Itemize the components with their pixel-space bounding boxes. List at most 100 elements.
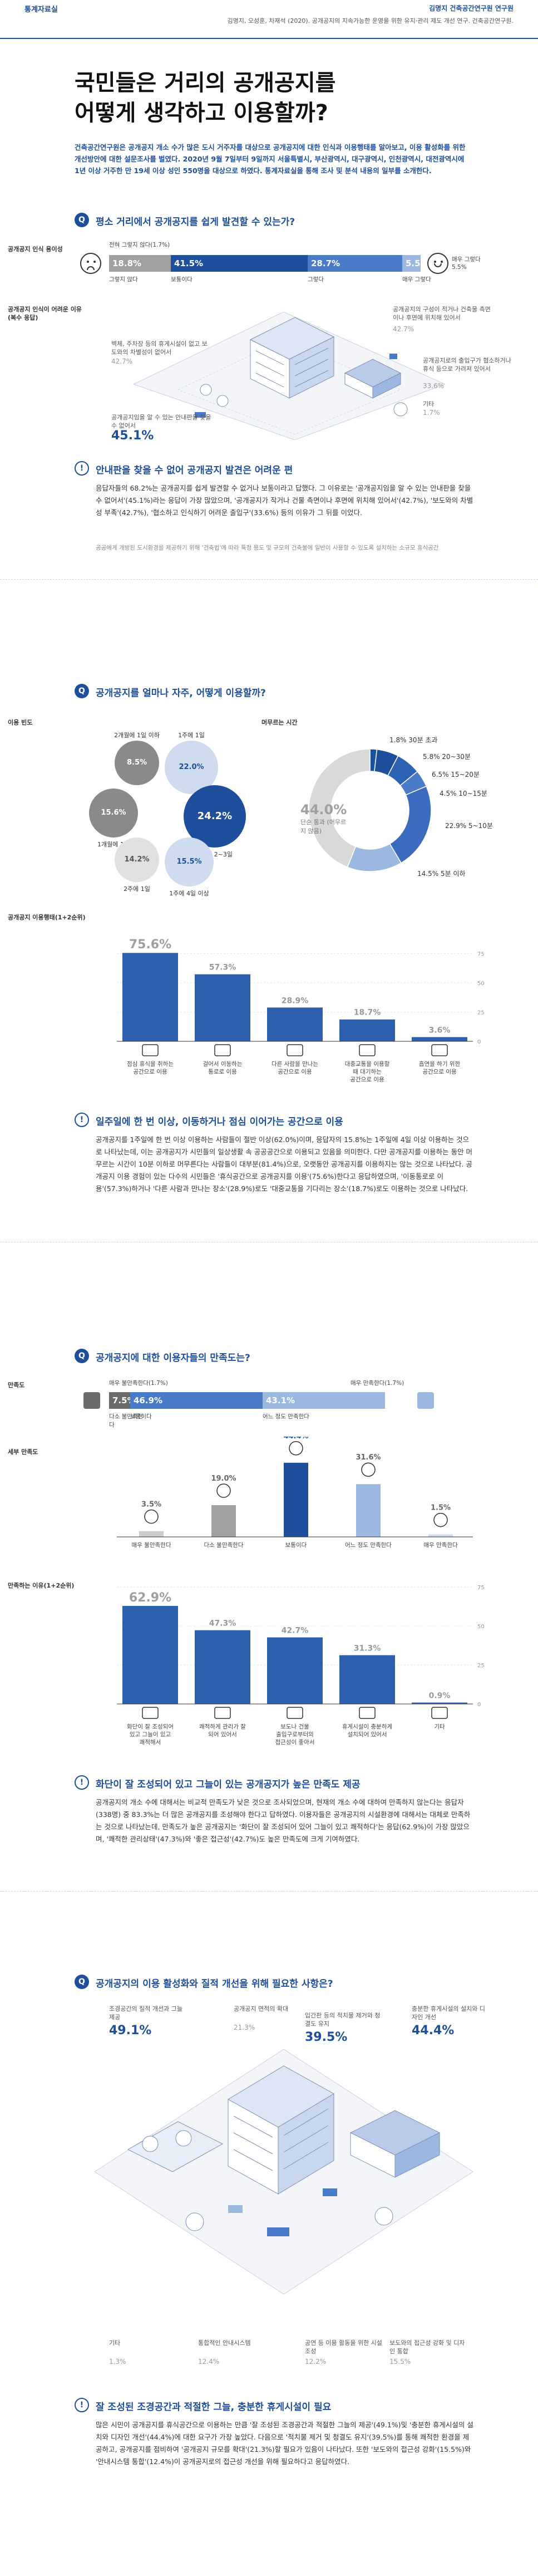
improvement-item-label: 조경공간의 질적 개선과 그늘 제공 (109, 2005, 182, 2021)
reason-category-label: 쾌적해서 (140, 1738, 161, 1746)
use-value-label: 75.6% (129, 938, 171, 952)
detail-bar (211, 1505, 236, 1537)
detail-category-label: 매우 불만족한다 (132, 1542, 171, 1549)
reason-category-icon (287, 1707, 303, 1719)
satisfaction-segment: 7.5% (109, 1392, 130, 1409)
donut-label: 22.9% 5~10분 (445, 822, 493, 830)
use-value-label: 3.6% (429, 1026, 451, 1035)
use-category-label: 공간으로 이용 (278, 1069, 312, 1075)
author-org: 김명지 건축공간연구원 연구원 (429, 4, 514, 12)
finding-icon: ! (75, 2398, 89, 2412)
reason-category-label: 화단이 잘 조성되어 (127, 1723, 174, 1730)
reason-value-label: 42.7% (282, 1626, 309, 1635)
reason-tick-label: 75 (477, 1585, 484, 1591)
reason-category-label: 보도나 건물 (280, 1723, 309, 1730)
detail-face-icon (361, 1462, 376, 1477)
reason-bar (122, 1605, 178, 1704)
use-bar (195, 974, 250, 1041)
frequency-bubble: 8.5% (115, 741, 159, 785)
detail-face-icon (289, 1441, 303, 1456)
improvement-item-value: 39.5% (305, 2030, 348, 2044)
reason-value-label: 0.9% (429, 1691, 451, 1700)
recognition-segment-label: 매우 그렇다 (402, 276, 431, 283)
label-use: 공개공지 이용행태(1+2순위) (8, 914, 86, 921)
finding1-title: 안내판을 찾을 수 없어 공개공지 발견은 어려운 편 (96, 465, 293, 476)
label-recognition: 공개공지 인식 용이성 (8, 246, 63, 253)
question-icon: Q (75, 213, 89, 227)
reason-category-label: 설치되어 있어서 (348, 1731, 387, 1738)
recognition-segment: 41.5% (171, 255, 308, 272)
reason-category-label: 휴게시설이 충분하게 (342, 1723, 392, 1730)
use-bar (339, 1019, 395, 1041)
callout-info-value: 45.1% (111, 429, 154, 443)
recognition-segment: 18.8% (109, 255, 171, 272)
detail-value-label: 44.4% (283, 1437, 308, 1441)
improvement-item-label: 입간판 등의 적치물 제거와 청결도 유지 (305, 2012, 381, 2028)
divider (0, 579, 538, 580)
satisfaction-segment-label: 다소 불만족한다 (109, 1413, 144, 1428)
frequency-bubble-label: 1주에 4일 이상 (169, 890, 209, 897)
donut-label: 6.5% 15~20분 (432, 771, 480, 778)
reason-category-label: 있고 그늘이 있고 (130, 1731, 171, 1738)
q1-title: 평소 거리에서 공개공지를 쉽게 발견할 수 있는가? (96, 217, 295, 228)
donut-label: 14.5% 5분 이하 (417, 870, 466, 878)
intro-paragraph: 건축공간연구원은 공개공지 개소 수가 많은 도시 거주자를 대상으로 공개공지… (75, 143, 466, 175)
finding3-body: 공개공지의 개소 수에 대해서는 비교적 만족도가 낮은 것으로 조사되었으며,… (96, 1798, 471, 1843)
satisfaction-stacked-bar: 7.5%46.9%43.1% (109, 1392, 385, 1409)
section-tag: 통계자료실 (24, 6, 58, 14)
improvement-item-value: 12.2% (305, 2358, 327, 2366)
divider (0, 1891, 538, 1892)
improvement-item-value: 21.3% (234, 2024, 255, 2031)
frequency-bubble-label: 2개월에 1일 이하 (114, 732, 160, 739)
detail-satisfaction-chart: 3.5% 매우 불만족한다 19.0% 다소 불만족한다 44.4% 보통이다 31.6% 어… (117, 1437, 473, 1549)
use-category-label: 때 대기하는 (353, 1068, 382, 1075)
reason-category-label: 출입구로부터의 (276, 1731, 314, 1738)
use-bar (122, 953, 178, 1041)
improvement-item-label: 공연 등 이용 활동을 위한 시설 조성 (305, 2339, 382, 2355)
use-tick-label: 0 (477, 1039, 481, 1045)
use-value-label: 18.7% (354, 1008, 381, 1017)
finding2-body: 공개공지를 1주일에 한 번 이상 이용하는 사람들이 절반 이상(62.0%)… (96, 1135, 473, 1193)
sad-face-icon (80, 253, 101, 274)
label-reason: 공개공지 인식이 어려운 이유(복수 응답) (8, 306, 82, 321)
reason-category-icon (214, 1707, 231, 1719)
satisfaction-segment: 46.9% (130, 1392, 263, 1409)
happy-face-icon (427, 253, 448, 274)
use-tick-label: 50 (477, 981, 484, 987)
use-value-label: 57.3% (209, 963, 236, 972)
use-category-icon (287, 1044, 303, 1056)
improvement-item-value: 1.3% (109, 2358, 126, 2366)
reason-category-icon (431, 1707, 448, 1719)
finding1-body: 응답자들의 68.2%는 공개공지를 쉽게 발견할 수 없거나 보통이라고 답했… (96, 484, 473, 517)
label-sat-reason: 만족하는 이유(1+2순위) (8, 1582, 75, 1589)
use-category-label: 통로로 이용 (208, 1069, 237, 1075)
reason-category-label: 접근성이 좋아서 (275, 1739, 315, 1746)
use-category-label: 공간으로 이용 (133, 1069, 167, 1075)
use-category-icon (142, 1044, 159, 1056)
page-title: 국민들은 거리의 공개공지를 어떻게 생각하고 이용할까? (75, 70, 336, 126)
callout-hidden-value: 42.7% (111, 357, 133, 365)
detail-value-label: 19.0% (211, 1475, 236, 1483)
finding-icon: ! (75, 461, 89, 476)
reason-bar (267, 1637, 323, 1704)
use-category-icon (359, 1044, 376, 1056)
reason-category-label: 되어 있어서 (208, 1731, 237, 1738)
detail-category-label: 보통이다 (285, 1542, 307, 1549)
improvement-item-value: 12.4% (198, 2358, 220, 2366)
reason-category-label: 기타 (434, 1723, 445, 1730)
question-icon: Q (75, 1349, 89, 1363)
reason-tick-label: 0 (477, 1702, 481, 1708)
use-bar (412, 1037, 467, 1041)
detail-category-label: 어느 정도 만족한다 (345, 1542, 392, 1549)
q3-title: 공개공지에 대한 이용자들의 만족도는? (96, 1353, 250, 1364)
reason-tick-label: 50 (477, 1624, 484, 1630)
very-value: 5.5% (452, 264, 467, 271)
detail-bar (139, 1531, 164, 1537)
donut-label: 1.8% 30분 초과 (389, 736, 438, 744)
finding-icon: ! (75, 1113, 89, 1127)
question-icon: Q (75, 1975, 89, 1989)
label-satisfaction: 만족도 (8, 1382, 25, 1389)
reason-category-icon (359, 1707, 376, 1719)
detail-category-label: 매우 만족한다 (423, 1542, 458, 1549)
